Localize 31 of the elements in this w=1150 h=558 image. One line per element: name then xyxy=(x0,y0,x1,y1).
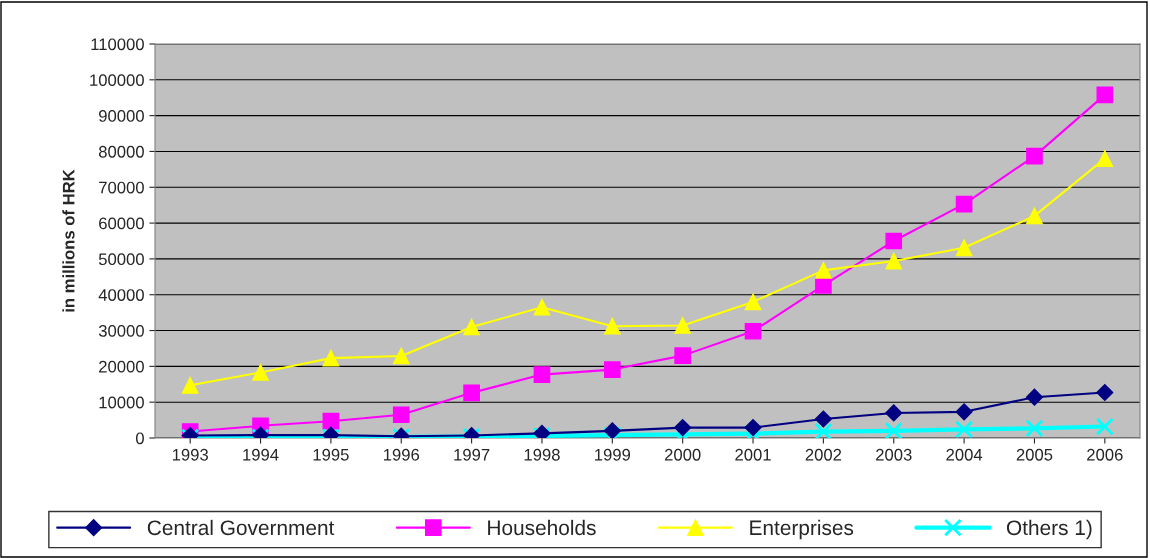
x-tick-label: 2003 xyxy=(876,448,912,461)
x-tick-label: 2005 xyxy=(1016,448,1053,461)
legend-label: Enterprises xyxy=(750,519,854,540)
y-tick-label: 0 xyxy=(135,432,144,445)
y-tick-label: 50000 xyxy=(98,253,144,266)
x-tick-label: 2002 xyxy=(805,448,842,461)
y-tick-label: 100000 xyxy=(90,74,144,87)
y-tick-label: 90000 xyxy=(99,110,144,122)
y-tick-label: 70000 xyxy=(99,181,144,194)
y-tick-label: 80000 xyxy=(98,145,144,158)
x-tick-label: 2001 xyxy=(735,448,771,461)
x-tick-label: 1994 xyxy=(243,448,279,461)
legend-label: Others 1) xyxy=(1006,519,1092,540)
y-tick-label: 10000 xyxy=(99,396,144,409)
y-axis-title: in millions of HRK xyxy=(62,169,75,312)
y-tick-label: 20000 xyxy=(99,360,144,373)
y-tick-label: 110000 xyxy=(91,38,144,51)
x-tick-label: 2006 xyxy=(1087,448,1123,461)
x-tick-label: 1993 xyxy=(172,448,208,461)
x-tick-label: 1995 xyxy=(313,448,349,461)
x-tick-label: 1996 xyxy=(383,448,420,461)
x-tick-label: 1999 xyxy=(595,448,631,461)
y-tick-label: 40000 xyxy=(98,289,144,301)
x-tick-label: 2000 xyxy=(664,448,701,461)
y-tick-label: 30000 xyxy=(98,324,144,337)
y-tick-label: 60000 xyxy=(99,217,144,230)
legend-label: Households xyxy=(488,519,596,536)
x-tick-label: 2004 xyxy=(946,448,983,461)
x-tick-label: 1998 xyxy=(524,448,560,461)
x-tick-label: 1997 xyxy=(454,448,490,461)
legend-label: Central Government xyxy=(147,519,335,536)
